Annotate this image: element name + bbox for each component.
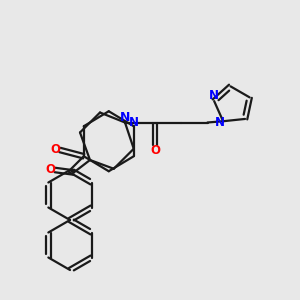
Text: O: O — [45, 163, 55, 176]
Text: N: N — [129, 116, 139, 128]
Text: N: N — [120, 110, 130, 124]
Text: N: N — [209, 89, 219, 102]
Text: O: O — [151, 143, 160, 157]
Text: N: N — [214, 116, 224, 129]
Text: O: O — [50, 143, 61, 156]
